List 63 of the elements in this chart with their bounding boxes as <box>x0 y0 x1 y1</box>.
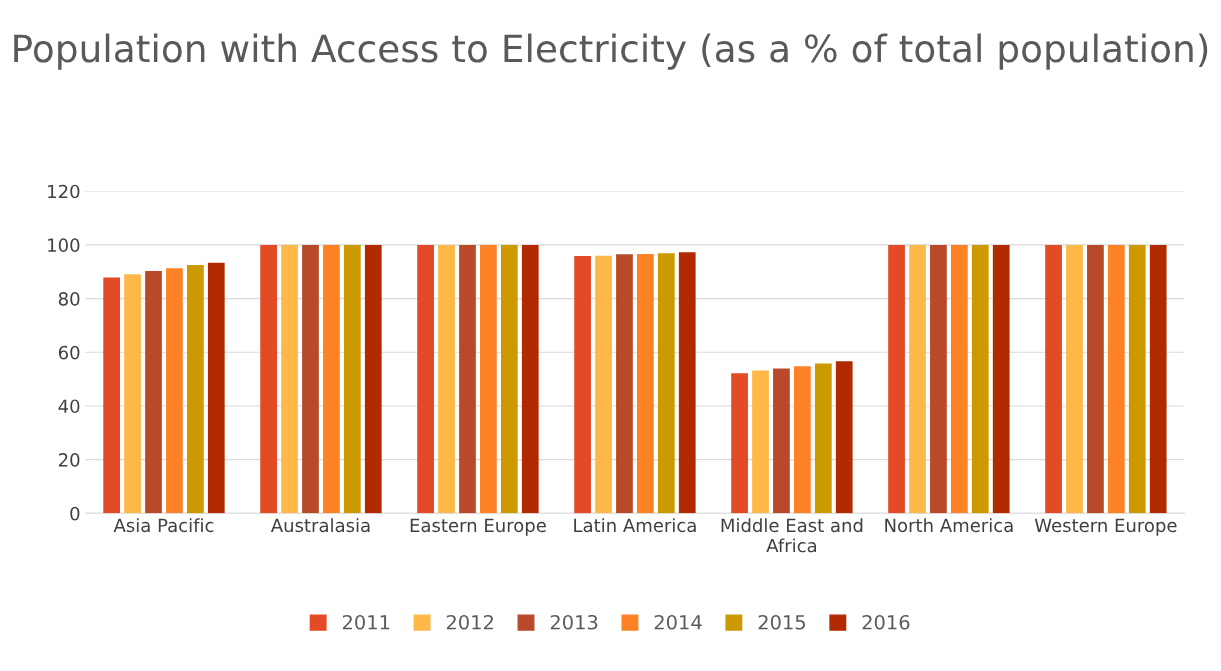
legend-label: 2011 <box>342 614 390 630</box>
bar <box>574 255 591 514</box>
x-tick-label: Asia Pacific <box>113 518 214 533</box>
y-tick-label: 20 <box>58 453 80 467</box>
bar <box>1087 244 1104 514</box>
legend-label: 2013 <box>550 614 598 630</box>
bar <box>950 244 968 514</box>
bar <box>166 268 183 514</box>
bar <box>521 244 539 514</box>
bar <box>145 270 162 514</box>
bar <box>752 370 769 514</box>
x-tick-label: Middle East and Africa <box>721 518 863 553</box>
bar <box>459 244 476 514</box>
bar <box>616 254 633 514</box>
bar <box>909 244 926 514</box>
bar <box>595 255 612 514</box>
y-tick-label: 100 <box>48 238 80 253</box>
legend-label: 2015 <box>758 614 805 630</box>
bar <box>302 244 319 514</box>
bar <box>971 244 989 514</box>
legend-label: 2016 <box>862 614 910 630</box>
bar <box>364 244 382 514</box>
y-tick-label: 40 <box>58 399 80 414</box>
bar <box>992 244 1010 514</box>
bar <box>835 361 853 514</box>
bar <box>500 244 518 514</box>
bar <box>1107 244 1125 514</box>
x-tick-label: Eastern Europe <box>410 518 546 536</box>
bar <box>1045 244 1062 514</box>
bar <box>773 368 790 514</box>
bar <box>281 244 298 514</box>
x-tick-label: Western Europe <box>1034 518 1177 536</box>
y-tick-label: 60 <box>58 345 80 360</box>
bar <box>888 244 905 514</box>
bar <box>637 254 654 514</box>
bar <box>438 244 455 514</box>
bar <box>480 244 497 514</box>
y-tick-label: 120 <box>48 184 80 199</box>
bar <box>1149 244 1167 514</box>
bar <box>103 277 121 514</box>
bar <box>186 265 204 514</box>
bar <box>930 244 947 514</box>
legend-label: 2014 <box>654 614 702 630</box>
bar <box>1066 244 1083 514</box>
bar <box>1128 244 1146 514</box>
bar <box>417 244 434 514</box>
bar <box>678 252 696 514</box>
bar <box>323 244 340 514</box>
bar <box>207 262 225 514</box>
bar <box>343 244 361 514</box>
x-tick-label: Latin America <box>574 518 696 533</box>
y-tick-label: 0 <box>70 506 80 521</box>
legend-label: 2012 <box>446 614 493 630</box>
bar <box>124 274 141 514</box>
bar <box>731 373 748 514</box>
bar <box>657 253 675 514</box>
bar <box>794 366 811 514</box>
chart-title: Population with Access to Electricity (as a % of total population) <box>14 33 1208 70</box>
bar <box>260 244 277 514</box>
x-tick-label: North America <box>885 518 1013 533</box>
x-tick-label: Australasia <box>270 518 370 533</box>
bar <box>814 363 832 514</box>
y-tick-label: 80 <box>58 292 80 306</box>
